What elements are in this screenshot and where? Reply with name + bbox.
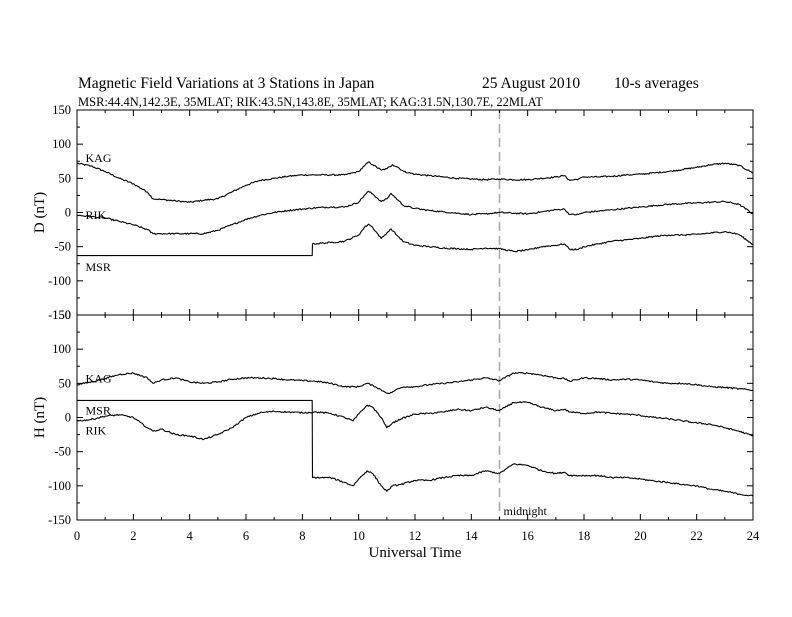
series-d-kag [76,161,754,203]
ytick-label-d: -50 [54,240,71,254]
xtick-label: 22 [690,529,703,543]
series-label-d-msr: MSR [86,260,111,274]
ytick-label-d: 150 [52,103,71,117]
xtick-label: 8 [299,529,305,543]
series-label-h-msr: MSR [86,404,111,418]
ytick-label-h: 100 [52,342,71,356]
ytick-label-h: 0 [65,411,71,425]
panel-frame-d [76,109,754,316]
midnight-label: midnight [504,504,548,518]
xtick-label: 18 [578,529,591,543]
y-axis-label-h: H (nT) [32,397,48,438]
xtick-label: 14 [465,529,478,543]
series-label-d-rik: RIK [86,208,107,222]
xtick-label: 24 [747,529,760,543]
series-layer [76,161,754,497]
ytick-label-d: 50 [59,171,72,185]
chart-date: 25 August 2010 [482,75,580,92]
chart-subtitle: MSR:44.4N,142.3E, 35MLAT; RIK:43.5N,143.… [78,95,543,109]
chart-averaging: 10-s averages [614,75,699,92]
xtick-label: 6 [243,529,249,543]
series-d-rik [76,190,754,235]
xtick-label: 4 [187,529,194,543]
ytick-label-d: 100 [52,137,71,151]
xtick-label: 16 [521,529,534,543]
x-axis-label: Universal Time [369,545,462,561]
xtick-label: 0 [74,529,80,543]
xtick-label: 2 [130,529,136,543]
xtick-label: 20 [634,529,647,543]
series-h-msr [77,399,754,497]
chart-title: Magnetic Field Variations at 3 Stations … [78,75,375,92]
xtick-label: 12 [409,529,422,543]
ytick-label-h: -150 [48,513,71,527]
series-label-h-rik: RIK [86,424,107,438]
ytick-label-d: -100 [48,274,71,288]
ytick-label-d: 0 [65,206,71,220]
ytick-label-d: -150 [48,308,71,322]
ticks-layer [76,109,754,521]
xtick-label: 10 [352,529,365,543]
series-label-d-kag: KAG [86,151,112,165]
series-label-h-kag: KAG [86,372,112,386]
ytick-label-h: -100 [48,479,71,493]
y-axis-label-d: D (nT) [32,192,48,233]
series-h-kag [76,371,754,395]
ytick-label-h: 150 [52,308,71,322]
series-h-rik [76,401,754,441]
ytick-label-h: -50 [54,445,71,459]
ytick-label-h: 50 [59,376,72,390]
series-d-msr [77,223,754,257]
